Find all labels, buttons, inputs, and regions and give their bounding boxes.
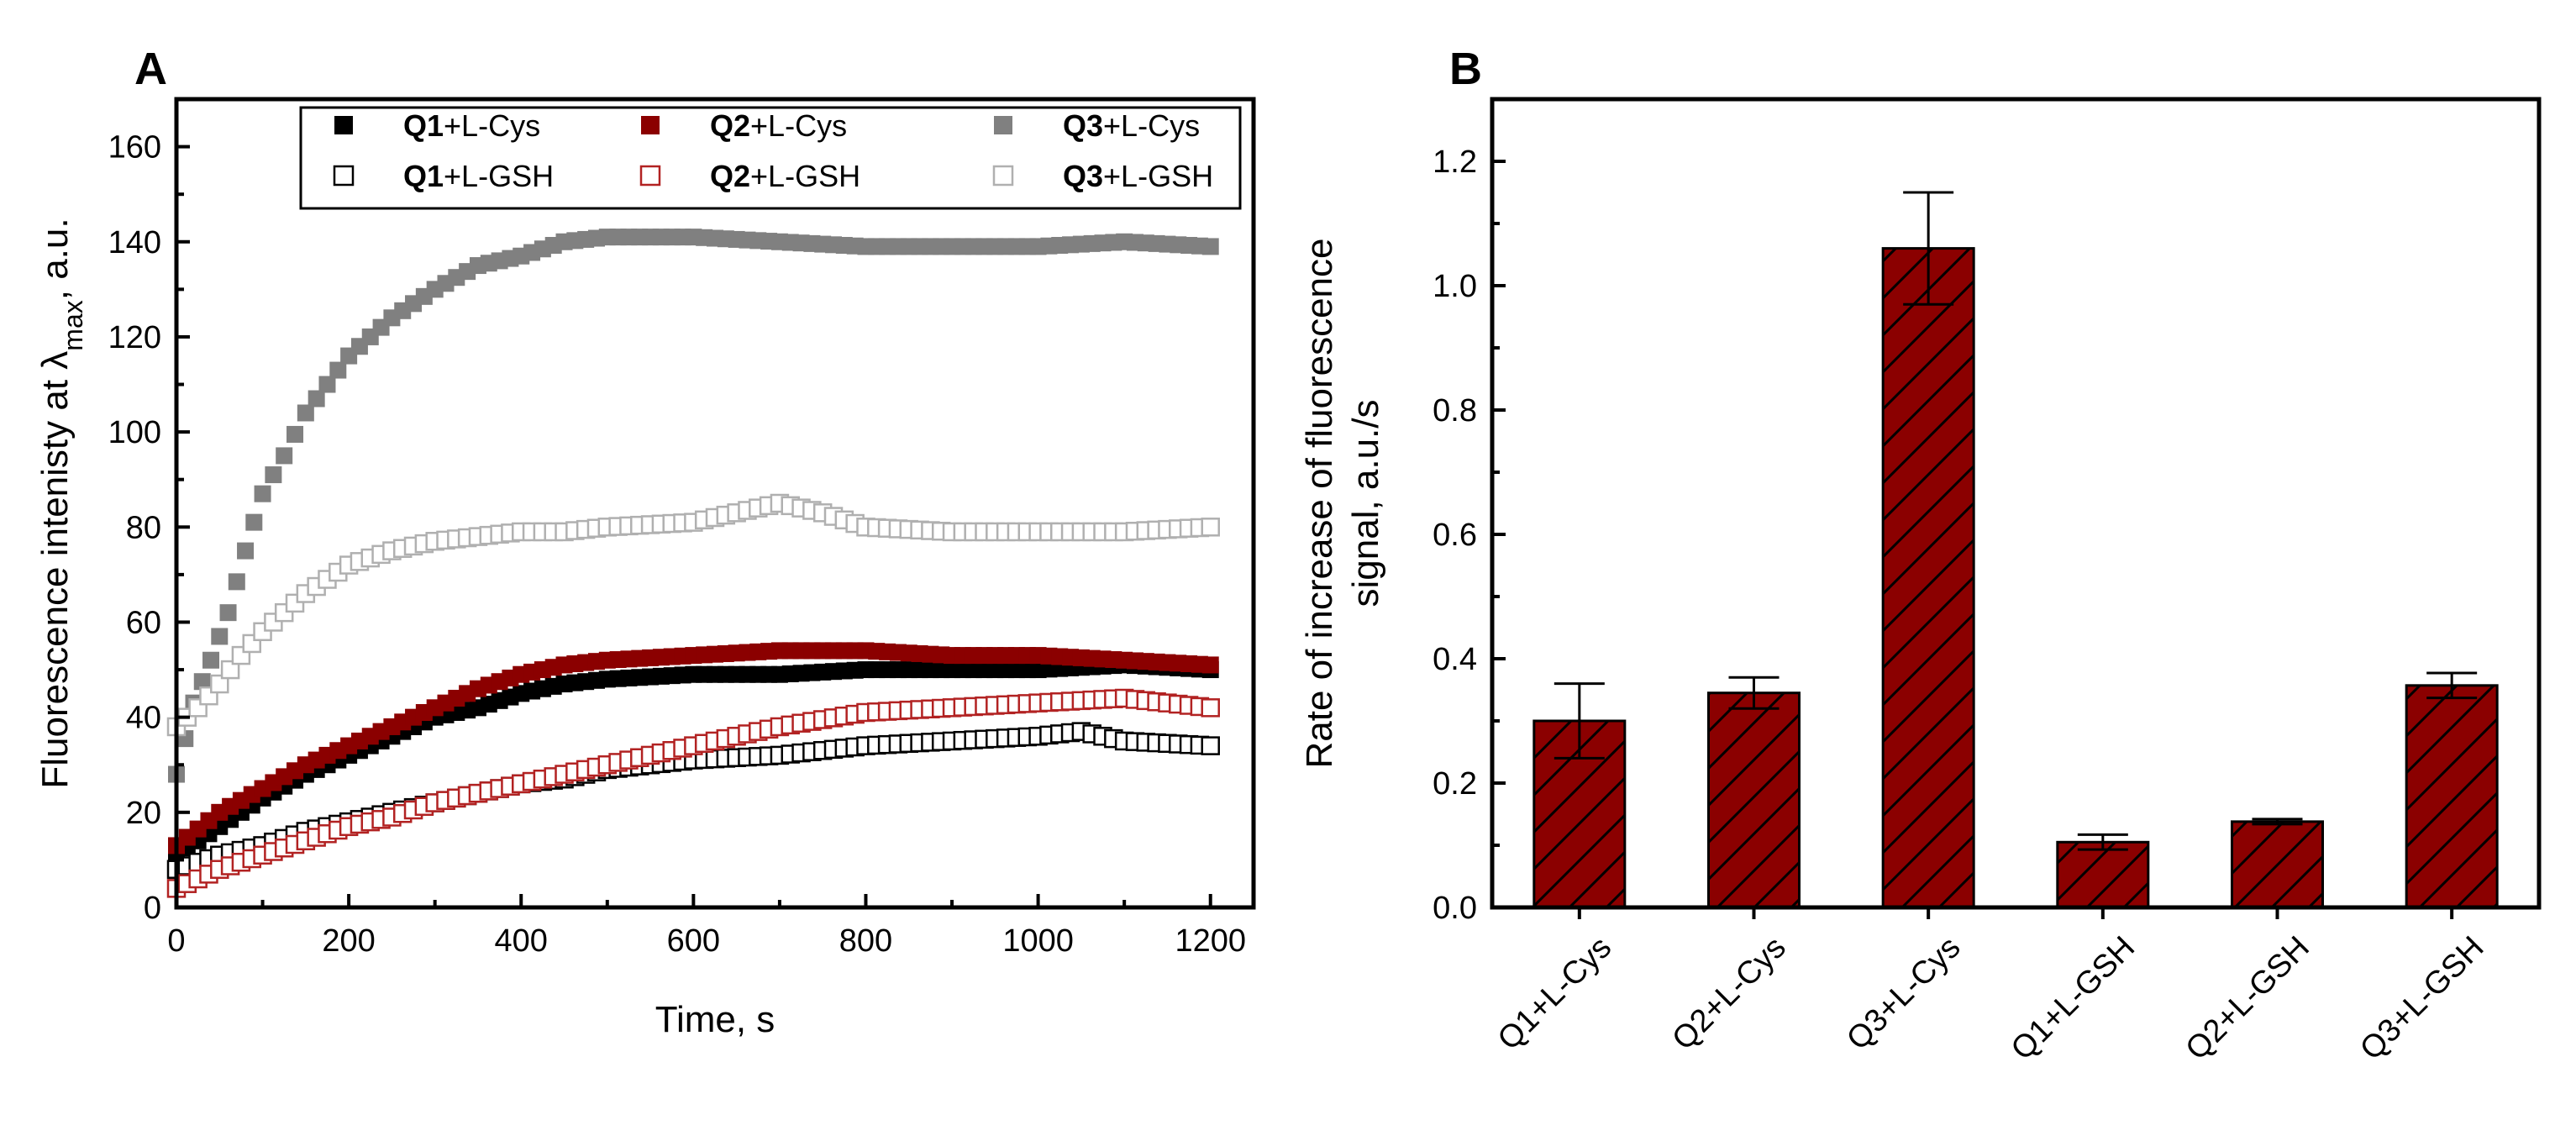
data-point [220,660,240,680]
panel-a-y-ticks: 0 20 40 60 80 100 120 140 160 [108,130,190,926]
legend-marker [639,165,661,187]
x-tick-label: Q1+L-Cys [1491,930,1618,1057]
data-point [202,651,220,669]
series-Q2+L-GSH [166,688,1220,898]
data-point [193,673,211,691]
x-tick-label: Q1+L-GSH [2005,930,2142,1067]
y-tick-label: 120 [108,320,161,355]
y-tick-label: 100 [108,415,161,450]
bar-Q3+L-Cys [1881,247,1975,909]
panel-b-y-ticks: 0.0 0.2 0.4 0.6 0.8 1.0 1.2 [1433,145,1506,926]
legend-marker [641,116,660,134]
x-tick-label: Q3+L-GSH [2353,930,2490,1067]
legend-label: Q2+L-Cys [710,108,847,143]
legend-marker [334,116,353,134]
legend-marker [333,165,355,187]
y-tick-label: 60 [126,605,161,640]
bar-Q1+L-GSH [2056,840,2150,909]
x-tick-label: 800 [839,923,892,959]
y-tick-label: 160 [108,130,161,166]
x-tick-label: 400 [495,923,548,959]
data-point [329,361,347,379]
data-point [297,404,314,422]
panel-a-plot-area [166,229,1220,898]
legend-label: Q1+L-GSH [403,159,554,193]
panel-b: B 0.0 0.2 0.4 0.6 0.8 1.0 1.2 Q1+L-Cys Q2+L-Cys… [1299,44,2542,1067]
x-tick-label: 1200 [1175,923,1246,959]
error-bar [2252,818,2303,826]
y-tick-label: 1.0 [1433,269,1477,304]
series-Q3+L-Cys [168,229,1219,783]
panel-a-x-ticks: 0 200 400 600 800 1000 1200 [167,894,1246,959]
panel-b-x-ticks: Q1+L-Cys Q2+L-Cys Q3+L-Cys Q1+L-GSH Q2+L-GSH… [1491,907,2491,1067]
panel-b-plot-area [1532,191,2499,909]
panel-b-letter: B [1449,44,1482,94]
data-point [318,376,336,393]
panel-a-x-label: Time, s [655,999,775,1040]
legend-label: Q2+L-GSH [710,159,860,193]
data-point [287,425,304,443]
y-tick-label: 0.2 [1433,766,1477,802]
error-bar [1553,682,1605,760]
x-tick-label: 0 [167,923,185,959]
data-point [265,466,282,484]
x-tick-label: Q2+L-Cys [1665,930,1792,1057]
y-tick-label: 140 [108,225,161,260]
y-tick-label: 0 [144,891,161,926]
legend-label: Q3+L-Cys [1063,108,1200,143]
y-tick-label: 40 [126,701,161,736]
panel-a-legend: Q1+L-Cys Q2+L-Cys Q3+L-Cys Q1+L-GSH Q2+L-GSH… [299,106,1242,210]
x-tick-label: Q3+L-Cys [1840,930,1967,1057]
data-point [228,573,245,591]
y-tick-label: 0.6 [1433,518,1477,553]
y-tick-label: 0.0 [1433,891,1477,926]
legend-marker [992,165,1014,187]
legend-label: Q1+L-Cys [403,108,540,143]
error-bar [2077,833,2128,851]
series-Q2+L-Cys [168,642,1219,854]
data-point [1201,518,1220,537]
data-point [219,604,237,622]
panel-a-y-label: Fluorescence intenisty at λmax, a.u. [34,218,88,788]
x-tick-label: 600 [667,923,720,959]
y-tick-label: 1.2 [1433,145,1477,180]
x-tick-label: Q2+L-GSH [2179,930,2316,1067]
panel-b-y-label-line-1: Rate of increase of fluorescence [1299,238,1340,768]
bar-Q2+L-Cys [1707,691,1801,909]
panel-b-frame [1490,97,2542,910]
panel-b-y-label-line-2: signal, a.u./s [1345,399,1386,607]
data-point [245,513,263,531]
data-point [1201,736,1220,755]
data-point [1201,698,1220,718]
series-Q3+L-GSH [166,493,1220,737]
legend-marker [994,116,1012,134]
error-bar [1728,676,1780,710]
error-bar [1903,191,1954,306]
x-tick-label: 1000 [1002,923,1074,959]
data-point [254,485,271,502]
y-tick-label: 0.8 [1433,393,1477,429]
panel-a: A 0 200 400 600 800 1000 1200 0 20 40 60 80 100 120 1… [34,44,1256,1040]
y-tick-label: 80 [126,510,161,545]
data-point [210,674,229,694]
data-point [308,390,325,408]
bar-Q3+L-GSH [2405,684,2499,909]
data-point [1201,656,1219,674]
bar-Q2+L-GSH [2231,820,2324,909]
y-tick-label: 0.4 [1433,642,1477,677]
legend-box [299,106,1242,210]
data-point [1201,238,1219,255]
data-point [276,447,293,465]
error-bar [2426,671,2478,700]
panel-a-letter: A [134,44,167,94]
data-point [237,542,255,560]
x-tick-label: 200 [322,923,375,959]
panel-a-frame [174,97,1256,910]
legend-label: Q3+L-GSH [1063,159,1213,193]
y-tick-label: 20 [126,796,161,831]
data-point [211,628,229,645]
